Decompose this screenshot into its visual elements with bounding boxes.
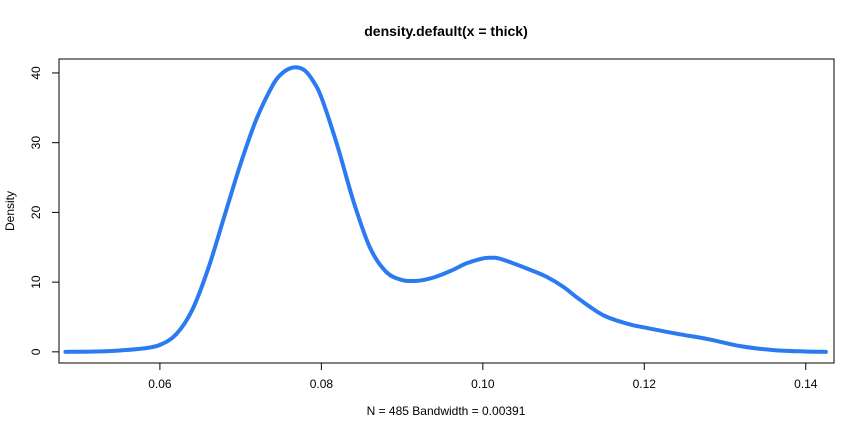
x-tick-label: 0.06 (148, 377, 172, 391)
x-tick-label: 0.12 (633, 377, 657, 391)
y-axis-label: Density (3, 191, 17, 231)
y-tick-label: 40 (29, 66, 43, 80)
x-tick-label: 0.08 (310, 377, 334, 391)
y-tick-label: 10 (29, 275, 43, 289)
x-axis-ticks: 0.06 0.08 0.10 0.12 0.14 (148, 363, 818, 391)
y-tick-label: 30 (29, 136, 43, 150)
plot-frame (58, 58, 835, 364)
series-layer (63, 65, 828, 354)
x-tick-label: 0.14 (794, 377, 818, 391)
x-tick-label: 0.10 (471, 377, 495, 391)
x-axis-label: N = 485 Bandwidth = 0.00391 (367, 404, 526, 418)
density-curve (63, 65, 828, 354)
y-tick-label: 20 (29, 205, 43, 219)
y-axis-ticks: 0 10 20 30 40 (29, 66, 59, 355)
y-tick-label: 0 (29, 348, 43, 355)
chart-title: density.default(x = thick) (364, 23, 528, 39)
